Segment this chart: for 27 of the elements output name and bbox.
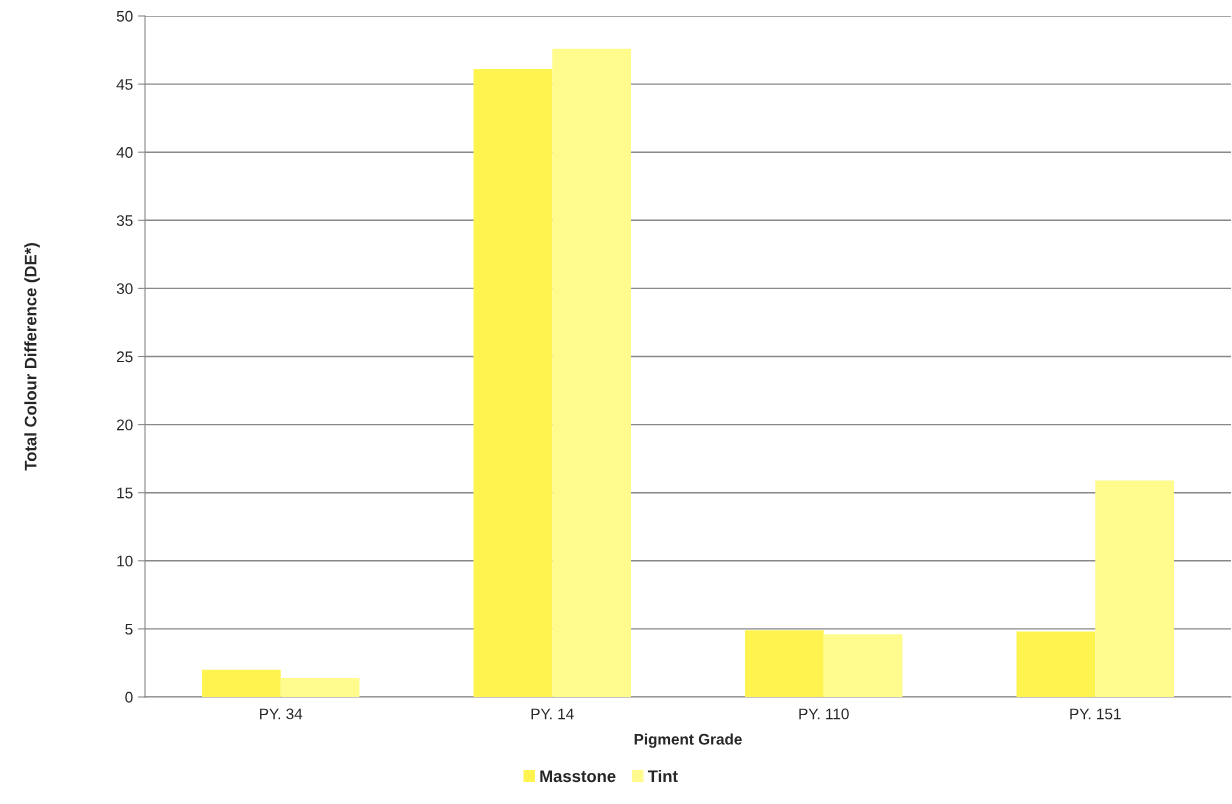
x-tick-label: PY. 151: [1070, 708, 1121, 720]
x-tick-label: PY. 34: [260, 708, 303, 720]
y-tick-label: 45: [116, 79, 133, 90]
bar: [1016, 631, 1096, 697]
y-axis-title: Total Colour Difference (DE*): [24, 243, 40, 471]
x-axis-title: Pigment Grade: [634, 733, 742, 748]
y-tick-label: 15: [117, 487, 133, 499]
bar: [202, 669, 281, 697]
bar: [1095, 480, 1174, 697]
y-tick-label: 10: [117, 555, 133, 567]
y-tick-label: 20: [116, 419, 133, 431]
y-tick-label: 25: [116, 351, 133, 363]
y-tick-label: 40: [116, 147, 133, 158]
x-tick-label: PY. 14: [531, 708, 574, 720]
legend-label: Tint: [647, 769, 678, 783]
bar: [280, 677, 360, 697]
y-tick-label: 35: [116, 215, 133, 226]
x-tick-label: PY. 110: [799, 708, 849, 720]
y-tick-label: 50: [116, 10, 133, 22]
bar: [552, 48, 631, 697]
bar: [823, 634, 903, 697]
y-tick-label: 0: [125, 691, 133, 703]
legend-label: Masstone: [540, 770, 616, 783]
bar: [473, 69, 553, 697]
y-tick-label: 30: [116, 283, 133, 295]
y-tick-label: 5: [125, 623, 133, 635]
bar: [745, 630, 824, 697]
